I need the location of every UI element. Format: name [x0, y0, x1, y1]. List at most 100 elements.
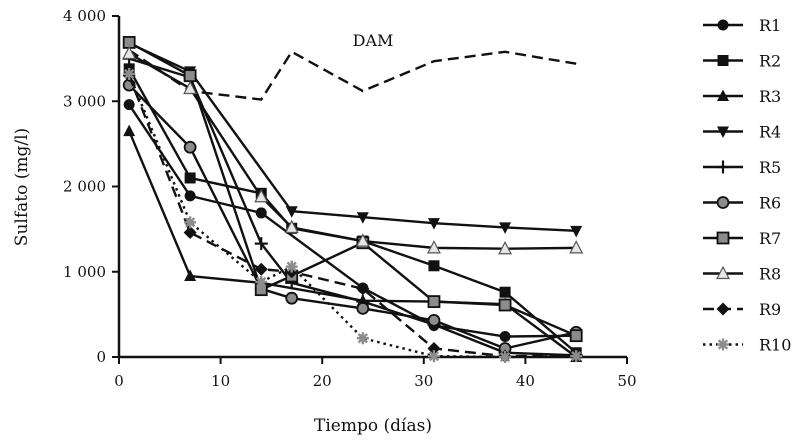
- data-point: [569, 329, 583, 343]
- data-point: [716, 302, 730, 316]
- legend-label: R2: [759, 52, 781, 71]
- data-point: [284, 219, 299, 234]
- data-point: [716, 160, 730, 174]
- legend-item-r7: R7: [703, 229, 781, 248]
- data-point: [355, 233, 370, 247]
- series-lines: [122, 36, 584, 363]
- series-r10: [123, 67, 583, 363]
- legend-label: R3: [759, 87, 781, 106]
- y-tick-label: 1 000: [63, 263, 106, 281]
- legend-label: R8: [759, 265, 781, 284]
- data-point: [255, 275, 268, 288]
- x-tick-label: 30: [414, 372, 433, 390]
- data-point: [717, 19, 729, 31]
- data-point: [183, 69, 197, 83]
- data-point: [356, 302, 370, 315]
- x-tick-label: 20: [313, 372, 332, 390]
- data-point: [123, 124, 136, 137]
- plot-area: 0 10 20 30 40 50 0 1 000 2 000 3 000 4 000 DAM: [63, 7, 637, 390]
- x-axis-label: Tiempo (días): [314, 416, 432, 436]
- data-point: [183, 140, 197, 154]
- x-tick-label: 40: [516, 372, 535, 390]
- y-axis-label: Sulfato (mg/l): [12, 128, 32, 246]
- data-point: [356, 282, 370, 296]
- data-point: [716, 231, 730, 245]
- data-point: [254, 237, 268, 251]
- legend-label: R7: [759, 229, 781, 248]
- data-point: [570, 225, 583, 238]
- series-dam: [128, 49, 577, 101]
- series-line: [128, 130, 577, 358]
- data-point: [254, 262, 268, 276]
- data-point: [428, 260, 440, 272]
- x-tick-label: 0: [114, 372, 124, 390]
- data-point: [427, 313, 441, 327]
- data-point: [427, 295, 441, 308]
- data-point: [123, 99, 135, 111]
- legend-label: R6: [759, 194, 781, 213]
- data-point: [184, 216, 197, 229]
- data-point: [123, 67, 136, 80]
- data-point: [569, 240, 584, 254]
- data-point: [570, 350, 583, 363]
- data-point: [717, 338, 729, 351]
- x-tick-label: 10: [211, 372, 230, 390]
- legend-label: R5: [759, 158, 781, 177]
- legend-item-r8: R8: [703, 265, 781, 284]
- data-point: [184, 269, 197, 282]
- data-point: [499, 286, 511, 298]
- x-tick-label: 50: [617, 372, 636, 390]
- data-point: [285, 291, 299, 305]
- data-point: [255, 207, 267, 219]
- y-tick-label: 2 000: [63, 178, 106, 196]
- data-point: [499, 222, 512, 234]
- legend-label: R9: [759, 300, 781, 319]
- legend-item-r1: R1: [703, 16, 781, 35]
- data-point: [356, 212, 369, 224]
- y-tick-label: 0: [96, 348, 106, 366]
- data-point: [184, 172, 196, 184]
- legend-item-r6: R6: [703, 194, 781, 213]
- series-line: [128, 75, 577, 358]
- legend-item-r3: R3: [703, 87, 781, 106]
- data-point: [717, 89, 729, 101]
- series-r8: [122, 45, 584, 255]
- series-line: [128, 52, 577, 250]
- data-point: [254, 188, 269, 203]
- data-point: [717, 55, 729, 66]
- data-point: [499, 351, 512, 363]
- legend-item-r9: R9: [703, 300, 781, 319]
- data-point: [356, 332, 369, 345]
- y-tick-label: 3 000: [63, 92, 106, 110]
- data-point: [183, 80, 198, 95]
- series-r2: [123, 63, 582, 359]
- data-point: [498, 240, 513, 255]
- legend-label: R4: [759, 123, 781, 142]
- legend-item-r5: R5: [703, 158, 781, 177]
- axis-ticks: 0 10 20 30 40 50 0 1 000 2 000 3 000 4 000: [63, 7, 637, 390]
- legend-item-r2: R2: [703, 52, 781, 71]
- legend-item-r10: R10: [703, 336, 791, 355]
- data-point: [427, 350, 440, 363]
- series-line: [128, 41, 577, 337]
- data-point: [285, 260, 298, 273]
- legend-label: R10: [759, 336, 791, 355]
- series-r5: [122, 52, 583, 362]
- data-point: [716, 196, 730, 209]
- series-line: [128, 73, 577, 359]
- y-tick-label: 4 000: [63, 7, 106, 25]
- series-line: [128, 49, 577, 101]
- series-r7: [122, 36, 583, 343]
- dam-annotation: DAM: [353, 31, 394, 50]
- data-point: [498, 298, 512, 312]
- data-point: [499, 331, 511, 343]
- data-point: [184, 190, 196, 202]
- legend: R1 R2 R3 R4 R5 R6 R7 R8 R9 R10: [703, 16, 791, 355]
- data-point: [427, 218, 440, 230]
- legend-label: R1: [759, 16, 781, 35]
- data-point: [717, 126, 729, 138]
- data-point: [183, 226, 197, 240]
- data-point: [122, 45, 137, 60]
- data-point: [716, 265, 730, 280]
